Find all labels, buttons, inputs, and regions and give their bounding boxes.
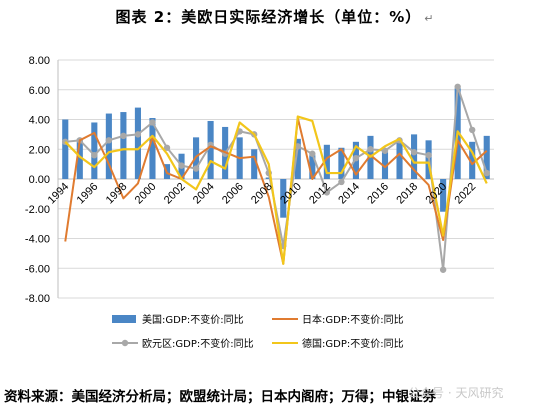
bar (105, 113, 112, 179)
y-axis-ticks: 8.00 6.00 4.00 2.00 0.00 -2.00 -4.00 -6.00 -8.00 (25, 55, 50, 305)
y-tick-label: 4.00 (29, 115, 50, 127)
bar (91, 122, 98, 179)
bar (381, 152, 389, 179)
bar (120, 112, 127, 179)
euro-area-point (178, 162, 185, 169)
bar (411, 134, 418, 179)
euro-area-point (425, 152, 432, 159)
bar (294, 138, 301, 179)
euro-area-point (105, 137, 113, 144)
y-tick-label: -4.00 (25, 234, 50, 246)
x-tick-label: 2022 (453, 181, 479, 207)
watermark: 公众号 · 天风研究 (408, 386, 504, 400)
bar (440, 179, 447, 212)
legend-label: 欧元区:GDP:不变价:同比 (142, 337, 254, 350)
euro-area-point (439, 266, 447, 273)
x-axis-ticks: 1994 1996 1998 2000 2002 2004 2006 2008 2010 2012… (46, 181, 479, 207)
euro-area-point (410, 149, 418, 156)
euro-area-point (134, 131, 142, 138)
bar (149, 118, 156, 179)
y-tick-label: -2.00 (25, 204, 50, 216)
euro-area-point (149, 119, 156, 126)
x-tick-label: 2016 (365, 181, 391, 207)
y-tick-label: -8.00 (25, 293, 50, 305)
y-tick-label: 2.00 (29, 144, 50, 156)
legend-label: 日本:GDP:不变价:同比 (302, 313, 404, 326)
bar (280, 179, 287, 218)
legend-swatch-marker (121, 339, 129, 347)
line-germany (64, 115, 488, 265)
legend: 美国:GDP:不变价:同比 日本:GDP:不变价:同比欧元区:GDP:不变价:同比… (112, 313, 404, 350)
line-euro-area (65, 85, 488, 271)
chart-title: 图表 2：美欧日实际经济增长（单位：%） ↵ (0, 6, 550, 27)
y-tick-label: 6.00 (29, 85, 50, 97)
legend-label: 美国:GDP:不变价:同比 (142, 313, 244, 326)
y-tick-label: 0.00 (29, 174, 50, 186)
euro-area-point (483, 169, 490, 177)
y-tick-label: 8.00 (29, 55, 50, 67)
x-tick-label: 2018 (394, 181, 420, 207)
x-tick-label: 2006 (220, 181, 246, 207)
euro-area-point (352, 154, 360, 162)
x-tick-label: 2004 (191, 181, 217, 207)
paragraph-mark: ↵ (424, 12, 435, 25)
euro-area-point (91, 152, 98, 159)
bar (265, 177, 272, 179)
euro-area-point (469, 126, 476, 134)
euro-area-point (367, 146, 374, 153)
bar (251, 149, 258, 179)
bar (207, 120, 214, 179)
euro-area-point (454, 83, 461, 90)
legend-swatch-bar (112, 315, 136, 323)
bar (338, 147, 345, 179)
chart-title-text: 图表 2：美欧日实际经济增长（单位：%） (115, 8, 422, 26)
bar (134, 107, 141, 179)
euro-area-point (192, 165, 200, 172)
chart: 8.00 6.00 4.00 2.00 0.00 -2.00 -4.00 -6.00 -8.00… (25, 55, 494, 350)
bar (483, 135, 490, 179)
bar (76, 138, 83, 179)
bar (396, 141, 403, 179)
euro-area-point (120, 132, 127, 140)
x-tick-label: 1996 (75, 181, 101, 207)
euro-area-point (323, 189, 331, 196)
euro-area-point (381, 147, 389, 154)
bar (469, 141, 476, 179)
x-tick-label: 1998 (104, 181, 130, 207)
bar (309, 155, 316, 179)
legend-label: 德国:GDP:不变价:同比 (302, 337, 404, 350)
bar (62, 119, 69, 179)
euro-area-point (309, 150, 316, 157)
x-tick-label: 2002 (162, 181, 188, 207)
bar (323, 144, 330, 179)
source-note: 资料来源：美国经济分析局；欧盟统计局；日本内阁府；万得；中银证券 (4, 389, 436, 405)
euro-area-point (294, 143, 301, 150)
line-japan (64, 117, 488, 265)
euro-area-point (338, 178, 345, 186)
y-tick-label: -6.00 (25, 263, 50, 275)
euro-area-point (163, 144, 171, 151)
line-series (62, 83, 490, 273)
